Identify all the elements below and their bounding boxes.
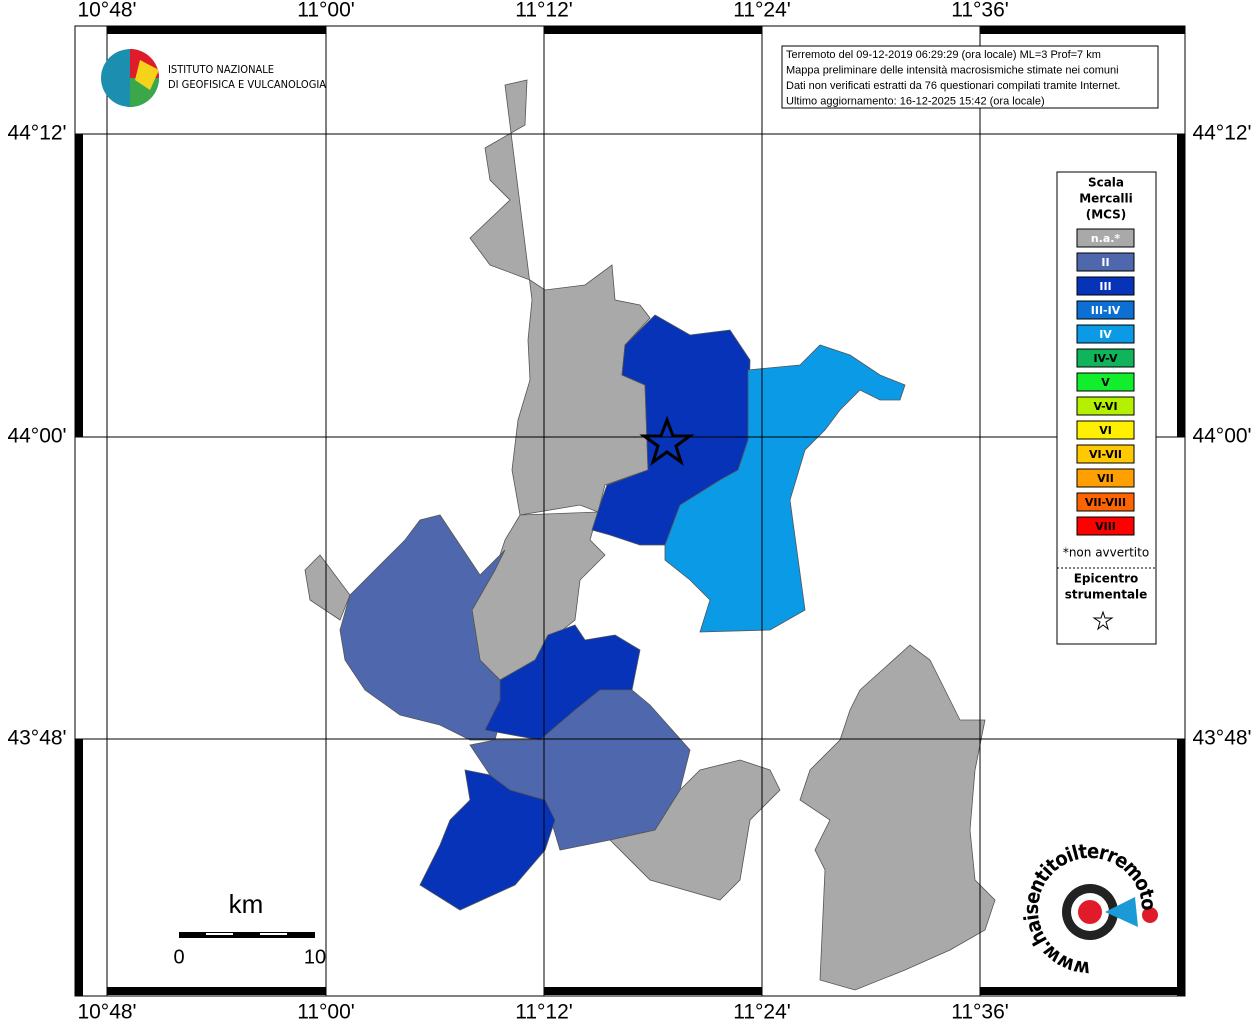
region bbox=[664, 344, 906, 633]
legend-title: Scala bbox=[1088, 176, 1124, 190]
logo-horn bbox=[1105, 897, 1138, 927]
border-bar bbox=[1177, 739, 1185, 996]
lon-label: 11°00' bbox=[297, 0, 355, 22]
border-bar bbox=[1177, 134, 1185, 437]
border-bar bbox=[544, 26, 762, 34]
legend-epicenter: strumentale bbox=[1065, 588, 1148, 602]
scale-unit: km bbox=[229, 889, 264, 919]
legend-swatch bbox=[1076, 396, 1135, 416]
legend-swatch bbox=[1076, 348, 1135, 368]
border-bar bbox=[107, 987, 326, 995]
legend-note: *non avvertito bbox=[1063, 546, 1149, 560]
legend-swatch bbox=[1076, 468, 1135, 488]
lon-label: 10°48' bbox=[77, 1001, 136, 1024]
legend-swatch bbox=[1076, 324, 1135, 344]
scale-bar-rect bbox=[260, 933, 287, 935]
region bbox=[469, 79, 651, 516]
border-bar bbox=[544, 987, 762, 995]
legend-swatch bbox=[1076, 276, 1135, 296]
lat-label: 43°48' bbox=[7, 727, 66, 750]
lat-label: 43°48' bbox=[1192, 727, 1251, 750]
logo-text: DI GEOFISICA E VULCANOLOGIA bbox=[168, 78, 326, 91]
region bbox=[339, 514, 506, 741]
legend-label: VIII bbox=[1095, 520, 1116, 533]
info-box bbox=[781, 45, 1159, 109]
lat-label: 44°00' bbox=[1192, 425, 1251, 448]
lon-label: 11°12' bbox=[515, 1001, 573, 1024]
legend-label: V-VI bbox=[1093, 400, 1117, 413]
legend-swatch bbox=[1076, 252, 1135, 272]
region bbox=[304, 554, 351, 621]
border-bar bbox=[75, 739, 83, 996]
border-bar bbox=[980, 987, 1185, 995]
lat-label: 44°00' bbox=[7, 425, 66, 448]
ingv-logo: ISTITUTO NAZIONALE DI GEOFISICA E VULCAN… bbox=[101, 49, 326, 107]
legend-label: V bbox=[1101, 376, 1110, 389]
legend-title: (MCS) bbox=[1086, 208, 1127, 222]
legend-label: II bbox=[1101, 256, 1109, 269]
lon-label: 11°00' bbox=[297, 1001, 355, 1024]
info-line: Terremoto del 09-12-2019 06:29:29 (ora l… bbox=[786, 49, 1101, 61]
lat-label: 44°12' bbox=[7, 122, 66, 145]
legend-label: IV bbox=[1099, 328, 1112, 341]
legend-swatch bbox=[1076, 228, 1135, 248]
lat-label: 44°12' bbox=[1192, 122, 1251, 145]
lon-label: 11°36' bbox=[951, 0, 1009, 22]
logo-text: ISTITUTO NAZIONALE bbox=[168, 63, 274, 76]
legend-title: Mercalli bbox=[1079, 192, 1133, 206]
scale-bar: km 0 10 bbox=[173, 889, 326, 968]
logo-dot bbox=[1142, 907, 1158, 923]
border-bar bbox=[980, 26, 1185, 34]
legend-label: n.a.* bbox=[1091, 232, 1121, 245]
scale-label: 10 bbox=[304, 946, 326, 968]
info-text: Terremoto del 09-12-2019 06:29:29 (ora l… bbox=[786, 49, 1120, 108]
logo-segment bbox=[135, 60, 159, 90]
lon-label: 11°24' bbox=[733, 0, 791, 22]
lon-label: 11°24' bbox=[733, 1001, 791, 1024]
legend-swatch bbox=[1076, 444, 1135, 464]
legend-swatch bbox=[1076, 516, 1135, 536]
legend-epicenter: Epicentro bbox=[1074, 572, 1139, 586]
legend-label: VI-VII bbox=[1089, 448, 1122, 461]
border-bar bbox=[75, 134, 83, 437]
legend-content: ScalaMercalli(MCS)n.a.*IIIIIIII-IVIVIV-V… bbox=[1057, 176, 1156, 631]
legend-swatch bbox=[1076, 372, 1135, 392]
info-line: Dati non verificati estratti da 76 quest… bbox=[786, 80, 1120, 92]
legend-swatch bbox=[1076, 420, 1135, 440]
legend-label: III-IV bbox=[1091, 304, 1121, 317]
info-line: Ultimo aggiornamento: 16-12-2025 15:42 (… bbox=[786, 95, 1045, 107]
region bbox=[419, 769, 556, 911]
legend-label: VI bbox=[1099, 424, 1112, 437]
legend-label: III bbox=[1099, 280, 1111, 293]
region bbox=[609, 759, 781, 901]
lon-label: 11°36' bbox=[951, 1001, 1009, 1024]
scale-label: 0 bbox=[173, 946, 184, 968]
lon-label: 11°12' bbox=[515, 0, 573, 22]
legend-swatch bbox=[1076, 300, 1135, 320]
legend-swatch bbox=[1076, 492, 1135, 512]
legend-star bbox=[1092, 610, 1114, 631]
legend-label: VII bbox=[1097, 472, 1114, 485]
logo-ring bbox=[1078, 900, 1102, 924]
scale-bar-rect bbox=[206, 933, 233, 935]
graticule bbox=[75, 26, 1185, 996]
legend-label: IV-V bbox=[1093, 352, 1118, 365]
frame-border bbox=[75, 26, 1185, 996]
scale-bar-rect bbox=[179, 932, 315, 938]
border-bar bbox=[107, 26, 326, 34]
region bbox=[799, 644, 996, 991]
info-line: Mappa preliminare delle intensità macros… bbox=[786, 64, 1119, 76]
legend-label: VII-VIII bbox=[1085, 496, 1126, 509]
lon-label: 10°48' bbox=[77, 0, 136, 22]
epicenter-star bbox=[639, 415, 695, 466]
